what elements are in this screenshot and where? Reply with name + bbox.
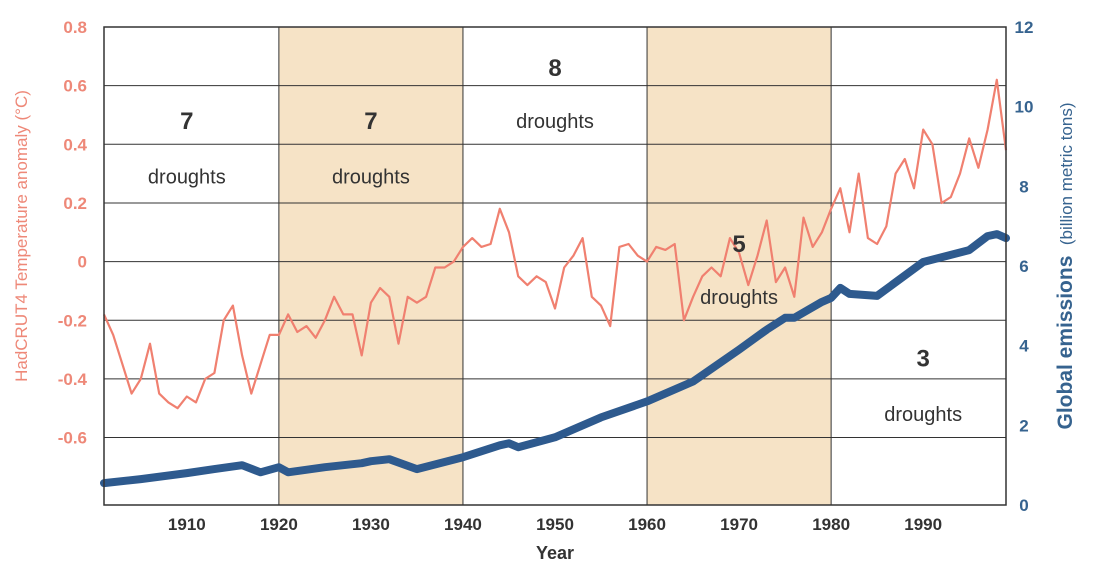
drought-label: droughts [884, 404, 962, 426]
shaded-decade [647, 27, 832, 505]
left-y-tick-label: 0 [78, 253, 87, 272]
right-axis-title-main: Global emissions [1054, 256, 1077, 430]
left-y-tick-label: -0.4 [58, 370, 88, 389]
x-tick-label: 1980 [812, 515, 850, 534]
x-tick-label: 1940 [444, 515, 482, 534]
x-tick-label: 1930 [352, 515, 390, 534]
left-y-tick-label: -0.6 [58, 429, 87, 448]
left-y-tick-label: -0.2 [58, 311, 87, 330]
plot-area-background [104, 27, 1006, 505]
right-y-tick-label: 12 [1015, 18, 1034, 37]
right-y-tick-label: 0 [1019, 496, 1028, 515]
x-axis-title: Year [536, 543, 574, 563]
left-axis-title: HadCRUT4 Temperature anomaly (°C) [12, 90, 31, 382]
right-y-tick-label: 10 [1015, 98, 1034, 117]
series [100, 78, 1010, 488]
plot-frame [103, 26, 1007, 506]
x-tick-label: 1970 [720, 515, 758, 534]
drought-count: 8 [548, 55, 561, 82]
left-y-tick-label: 0.8 [63, 18, 87, 37]
left-y-tick-label: 0.4 [63, 135, 87, 154]
x-tick-label: 1910 [168, 515, 206, 534]
temperature-line [102, 78, 1008, 410]
ticks: 1910 1920 1930 1940 1950 1960 1970 1980 1990 0.8 0… [58, 18, 1034, 534]
x-tick-label: 1960 [628, 515, 666, 534]
right-axis-title-unit: (billion metric tons) [1057, 103, 1076, 246]
x-tick-label: 1920 [260, 515, 298, 534]
emissions-line [100, 230, 1010, 488]
drought-label: droughts [148, 167, 226, 189]
drought-label: droughts [332, 167, 410, 189]
drought-labels: 7 droughts 7 droughts 8 droughts 5 droughts 3 dro… [148, 55, 962, 426]
drought-label: droughts [516, 111, 594, 133]
left-y-tick-label: 0.6 [63, 77, 87, 96]
drought-count: 5 [732, 231, 745, 258]
right-axis-title: Global emissions (billion metric tons) [1054, 103, 1077, 430]
right-y-tick-label: 6 [1019, 257, 1028, 276]
right-y-tick-label: 8 [1019, 177, 1028, 196]
drought-count: 7 [364, 108, 377, 135]
right-y-tick-label: 2 [1019, 416, 1028, 435]
right-y-tick-label: 4 [1019, 337, 1029, 356]
shaded-decade [278, 27, 463, 505]
left-y-tick-label: 0.2 [63, 194, 87, 213]
x-tick-label: 1990 [904, 515, 942, 534]
x-tick-label: 1950 [536, 515, 574, 534]
drought-label: droughts [700, 287, 778, 309]
drought-count: 7 [180, 108, 193, 135]
svg-text:Global emissions (billio: Global emissions (billion metric tons) [1054, 103, 1077, 430]
drought-count: 3 [916, 345, 929, 372]
